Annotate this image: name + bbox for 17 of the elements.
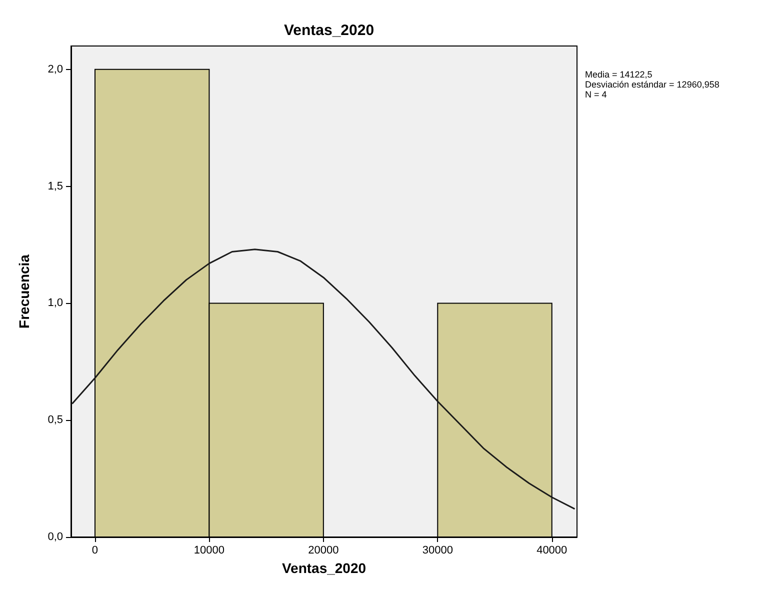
text: Desviación estándar = 12960,958 <box>585 80 720 90</box>
y-axis-title: Frecuencia <box>16 254 32 328</box>
y-tick-label: 1,0 <box>48 297 63 310</box>
x-tick-label: 30000 <box>422 544 453 556</box>
x-tick-label: 20000 <box>308 544 339 556</box>
x-axis-title: Ventas_2020 <box>282 560 366 576</box>
y-tick-label: 1,5 <box>48 180 63 192</box>
y-tick-label: 2,0 <box>48 63 63 76</box>
text: Media = 14122,5 <box>585 70 652 80</box>
y-tick-label: 0,5 <box>48 414 63 426</box>
x-tick-label: 0 <box>92 544 98 556</box>
x-tick-label: 10000 <box>194 544 225 556</box>
text: N = 4 <box>585 90 607 100</box>
x-tick-label: 40000 <box>536 544 568 556</box>
chart-title: Ventas_2020 <box>284 22 374 39</box>
y-tick-label: 0,0 <box>48 531 63 543</box>
line-series <box>71 248 576 510</box>
